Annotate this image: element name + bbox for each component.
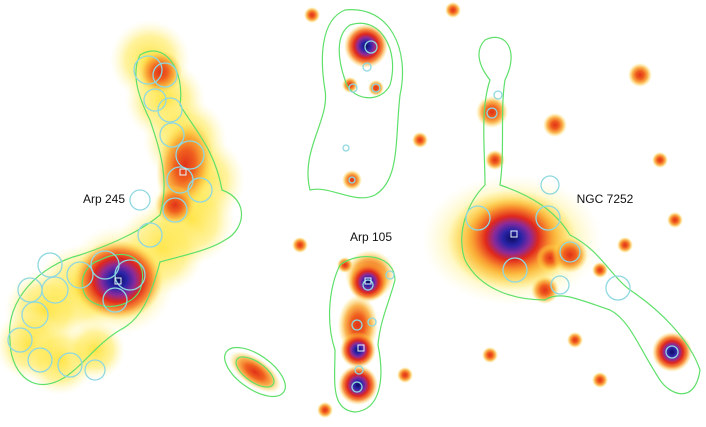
- aperture: [129, 189, 151, 211]
- aperture: [351, 319, 363, 331]
- aperture: [175, 140, 205, 170]
- emission: [304, 7, 320, 23]
- emission: [552, 237, 588, 273]
- aperture: [114, 259, 146, 291]
- emission: [482, 347, 498, 363]
- aperture: [364, 40, 378, 54]
- emission: [338, 365, 378, 405]
- emission: [155, 185, 195, 225]
- aperture: [371, 83, 381, 93]
- aperture: [27, 347, 53, 373]
- aperture: [550, 275, 570, 295]
- emission: [368, 80, 384, 96]
- emission: [652, 332, 692, 372]
- panel-label: Arp 245: [83, 192, 125, 206]
- aperture: [37, 252, 63, 278]
- aperture: [152, 62, 178, 88]
- emission: [397, 367, 413, 383]
- aperture: [385, 270, 395, 280]
- aperture: [162, 197, 188, 223]
- nucleus: [114, 277, 122, 285]
- aperture: [84, 359, 106, 381]
- emission: [592, 372, 608, 388]
- aperture: [348, 176, 356, 184]
- contour: [81, 253, 144, 308]
- aperture: [187, 177, 213, 203]
- aperture: [362, 279, 374, 291]
- emission: [543, 113, 567, 137]
- nucleus: [510, 230, 518, 238]
- aperture: [540, 175, 560, 195]
- emission: [73, 240, 163, 320]
- emission: [229, 351, 281, 393]
- aperture: [66, 261, 94, 289]
- panel-label: NGC 7252: [577, 192, 634, 206]
- aperture: [143, 88, 167, 112]
- aperture: [535, 205, 561, 231]
- panel-label: Arp 105: [350, 230, 392, 244]
- emission: [652, 152, 668, 168]
- aperture: [7, 327, 33, 353]
- contour: [307, 9, 404, 199]
- aperture: [102, 287, 128, 313]
- contour: [235, 356, 275, 388]
- aperture: [502, 257, 528, 283]
- aperture: [354, 365, 364, 375]
- aperture: [362, 62, 372, 72]
- emission: [317, 402, 333, 418]
- aperture: [137, 222, 163, 248]
- contour: [224, 346, 286, 398]
- emission: [342, 170, 362, 190]
- nucleus: [357, 344, 365, 352]
- aperture: [57, 352, 83, 378]
- emission: [337, 257, 353, 273]
- emission: [344, 24, 388, 68]
- nucleus: [364, 277, 372, 285]
- emission: [412, 132, 428, 148]
- aperture: [367, 317, 377, 327]
- aperture: [605, 275, 631, 301]
- aperture: [665, 345, 679, 359]
- emission: [485, 150, 505, 170]
- aperture: [486, 107, 498, 119]
- contour: [338, 22, 394, 99]
- aperture: [342, 144, 350, 152]
- apertures: [7, 40, 679, 393]
- aperture: [465, 205, 491, 231]
- contour: [461, 36, 701, 395]
- aperture: [21, 301, 49, 329]
- aperture: [17, 277, 43, 303]
- emission-map: [0, 2, 692, 418]
- aperture: [351, 381, 363, 393]
- aperture: [493, 90, 503, 100]
- emission: [567, 332, 583, 348]
- emission: [617, 237, 633, 253]
- aperture: [157, 97, 183, 123]
- contour: [8, 50, 243, 386]
- nucleus: [179, 168, 187, 176]
- aperture: [133, 55, 163, 85]
- aperture: [559, 241, 581, 263]
- emission: [667, 212, 683, 228]
- emission: [348, 262, 388, 302]
- emission: [628, 63, 652, 87]
- aperture: [159, 122, 185, 148]
- aperture: [348, 83, 358, 93]
- emission: [592, 262, 608, 278]
- emission: [292, 237, 308, 253]
- emission: [445, 2, 461, 18]
